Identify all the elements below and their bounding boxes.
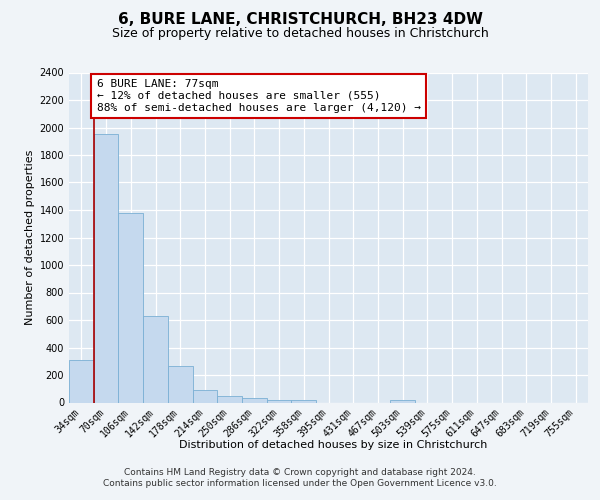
Bar	[217, 396, 242, 402]
Bar	[143, 316, 168, 402]
Text: 6, BURE LANE, CHRISTCHURCH, BH23 4DW: 6, BURE LANE, CHRISTCHURCH, BH23 4DW	[118, 12, 482, 28]
Bar	[292, 400, 316, 402]
Bar	[94, 134, 118, 402]
Bar	[267, 400, 292, 402]
Text: Contains HM Land Registry data © Crown copyright and database right 2024.
Contai: Contains HM Land Registry data © Crown c…	[103, 468, 497, 487]
Y-axis label: Number of detached properties: Number of detached properties	[25, 150, 35, 325]
Bar	[118, 213, 143, 402]
Text: Distribution of detached houses by size in Christchurch: Distribution of detached houses by size …	[179, 440, 487, 450]
Bar	[390, 400, 415, 402]
Bar	[69, 360, 94, 403]
Bar	[193, 390, 217, 402]
Text: Size of property relative to detached houses in Christchurch: Size of property relative to detached ho…	[112, 28, 488, 40]
Bar	[168, 366, 193, 403]
Text: 6 BURE LANE: 77sqm
← 12% of detached houses are smaller (555)
88% of semi-detach: 6 BURE LANE: 77sqm ← 12% of detached hou…	[97, 80, 421, 112]
Bar	[242, 398, 267, 402]
